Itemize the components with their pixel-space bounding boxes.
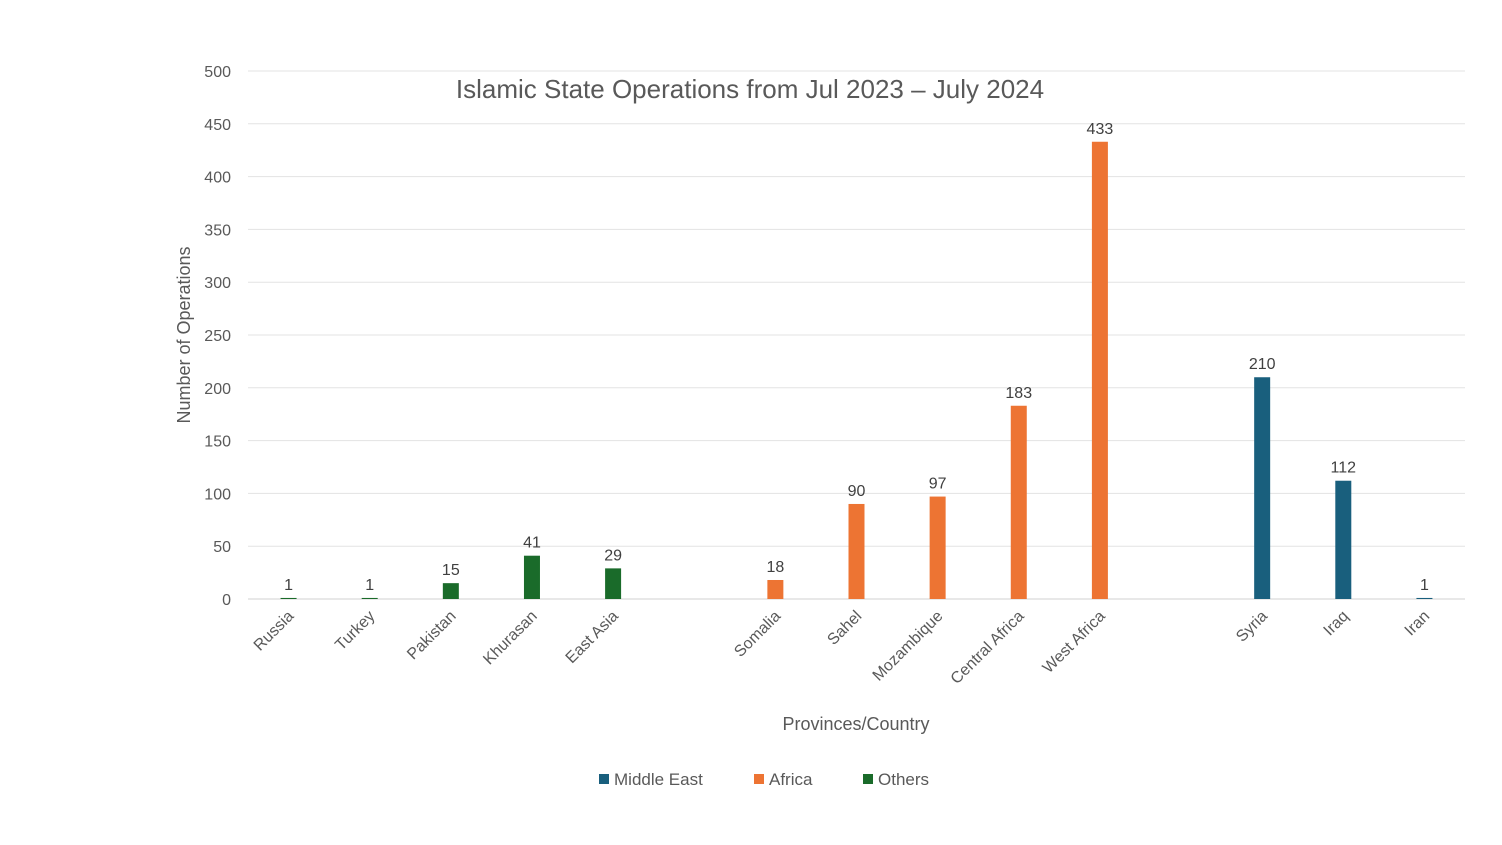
category-label: Iraq [1321,608,1353,640]
y-tick-label: 250 [204,328,231,345]
data-label: 183 [1005,385,1032,402]
y-tick-label: 50 [213,539,231,556]
y-tick-label: 100 [204,486,231,503]
gridlines [248,70,1465,600]
y-tick-label: 350 [204,222,231,239]
y-axis-title: Number of Operations [174,246,194,423]
data-label: 112 [1331,460,1357,477]
bar [1335,480,1352,599]
legend-label: Africa [769,770,813,789]
category-label: Central Africa [948,608,1028,688]
chart-title: Islamic State Operations from Jul 2023 –… [456,74,1044,104]
bar [361,597,378,599]
category-label: Mozambique [870,608,947,685]
data-label: 1 [365,577,374,594]
bar [1010,405,1027,599]
legend-swatch [599,774,609,784]
category-labels: Russia Turkey Pakistan Khurasan East Asia Som… [251,608,1433,688]
category-label: Turkey [332,608,378,654]
bar [280,597,297,599]
bar [605,568,622,599]
data-label: 1 [1420,577,1429,594]
legend: Middle East Africa Others [599,770,929,789]
data-label: 90 [848,483,866,500]
y-tick-label: 150 [204,434,231,451]
y-axis-ticks: 0 50 100 150 200 250 300 350 400 450 500 [204,64,231,609]
y-tick-label: 300 [204,275,231,292]
category-label: Iran [1402,608,1434,640]
legend-label: Middle East [614,770,703,789]
data-label: 97 [929,476,947,493]
data-label: 18 [766,559,784,576]
category-label: West Africa [1040,608,1109,677]
category-label: Pakistan [404,608,459,663]
data-label: 15 [442,562,460,579]
category-label: Sahel [824,608,865,649]
data-label: 1 [284,577,293,594]
y-tick-label: 500 [204,64,231,81]
data-label: 41 [523,535,541,552]
category-label: Khurasan [480,608,540,668]
category-label: Somalia [731,608,784,661]
x-axis-title: Provinces/Country [782,714,929,734]
data-labels: 1 1 15 41 29 18 90 97 183 433 210 112 1 [284,121,1429,594]
bar [523,555,540,599]
y-tick-label: 400 [204,170,231,187]
legend-swatch [863,774,873,784]
category-label: Russia [251,608,298,655]
category-label: East Asia [563,608,622,667]
data-label: 210 [1249,356,1276,373]
bar [767,579,784,599]
legend-swatch [754,774,764,784]
y-tick-label: 450 [204,117,231,134]
data-label: 29 [604,547,622,564]
bar [929,496,946,599]
y-tick-label: 200 [204,381,231,398]
data-label: 433 [1087,121,1114,138]
category-label: Syria [1233,608,1271,646]
bar [442,583,459,599]
y-tick-label: 0 [222,592,231,609]
bar [1254,377,1271,599]
bar [1416,597,1433,599]
bars [280,141,1433,599]
bar [1091,141,1108,599]
bar [848,503,865,599]
legend-label: Others [878,770,929,789]
